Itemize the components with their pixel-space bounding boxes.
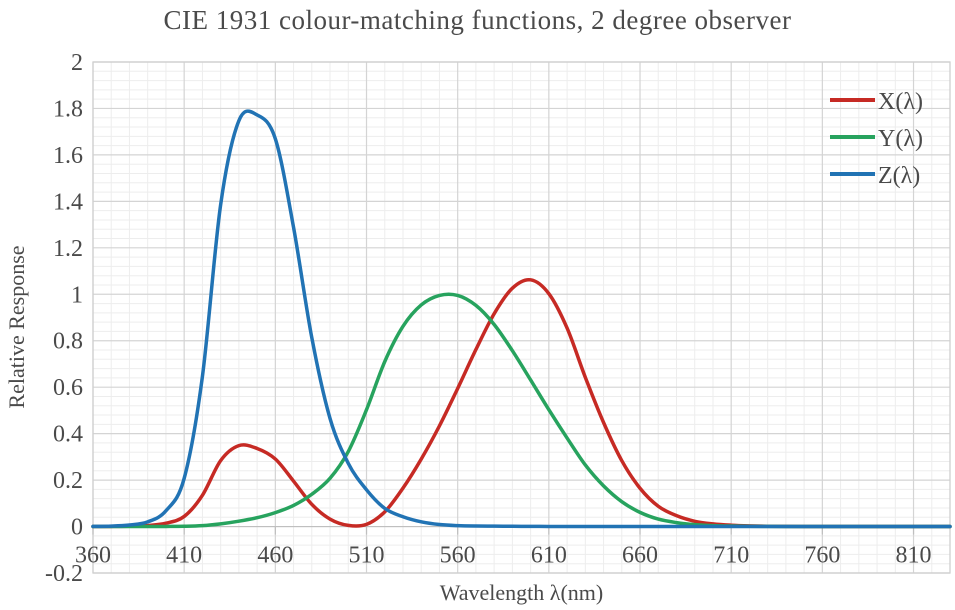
x-tick-label: 610 xyxy=(531,543,567,569)
curve-z-lambda xyxy=(91,109,952,529)
legend-label: Z(λ) xyxy=(878,163,920,189)
y-tick-label: -0.2 xyxy=(45,561,83,587)
x-tick-label: 660 xyxy=(622,543,658,569)
legend-label: Y(λ) xyxy=(878,126,923,152)
y-tick-label: 1.2 xyxy=(53,236,83,262)
y-tick-label: 0.6 xyxy=(53,375,83,401)
x-tick-label: 760 xyxy=(804,543,840,569)
x-axis-title: Wavelength λ(nm) xyxy=(439,580,604,605)
plot-border xyxy=(92,61,951,574)
chart-title: CIE 1931 colour-matching functions, 2 de… xyxy=(163,5,792,35)
legend-label: X(λ) xyxy=(878,89,923,115)
y-tick-label: 0 xyxy=(71,515,83,541)
y-tick-label: 0.4 xyxy=(53,422,83,448)
y-tick-label: 1 xyxy=(71,282,83,308)
curve-y-lambda xyxy=(91,292,952,529)
y-tick-label: 1.4 xyxy=(53,189,83,215)
x-tick-label: 560 xyxy=(440,543,476,569)
x-tick-label: 410 xyxy=(166,543,202,569)
x-tick-label: 460 xyxy=(257,543,293,569)
x-tick-label: 510 xyxy=(349,543,385,569)
y-tick-label: 0.2 xyxy=(53,468,83,494)
legend: X(λ) Y(λ) Z(λ) xyxy=(830,89,923,189)
x-tick-label: 810 xyxy=(896,543,932,569)
y-tick-label: 0.8 xyxy=(53,329,83,355)
x-tick-label: 710 xyxy=(713,543,749,569)
y-tick-label: 1.8 xyxy=(53,96,83,122)
y-tick-label: 1.6 xyxy=(53,143,83,169)
y-tick-label: 2 xyxy=(71,50,83,76)
x-tick-label: 360 xyxy=(75,543,111,569)
